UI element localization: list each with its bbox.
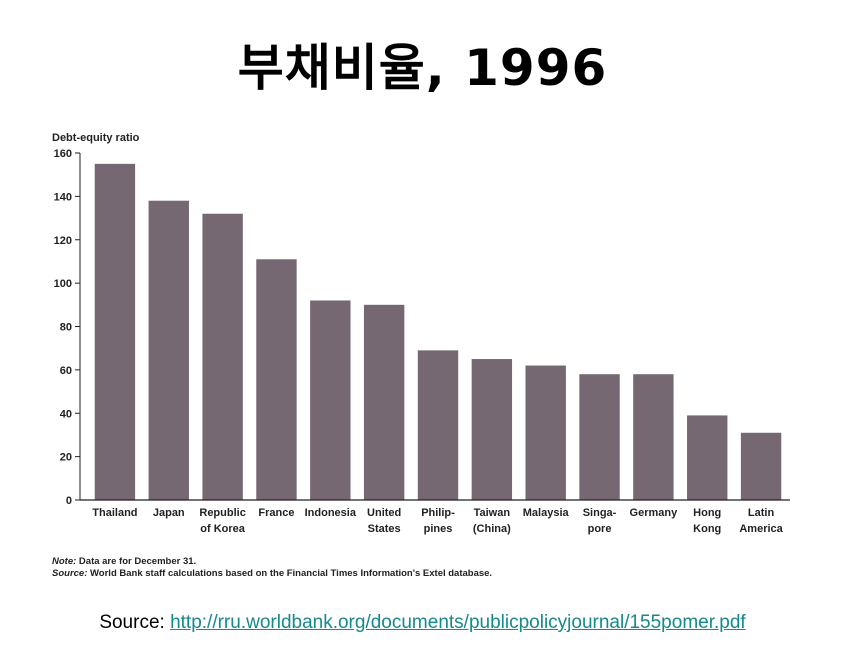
y-tick-label: 80 <box>60 322 72 334</box>
footer-source: Source: http://rru.worldbank.org/documen… <box>0 612 845 634</box>
bar <box>256 259 297 500</box>
x-tick-label: States <box>368 523 401 535</box>
note-label: Note: <box>52 556 77 567</box>
x-tick-label: pines <box>424 523 453 535</box>
source-link[interactable]: http://rru.worldbank.org/documents/publi… <box>170 612 746 633</box>
bar-chart: Debt-equity ratio 020406080100120140160 … <box>52 132 790 535</box>
x-tick-label: Malaysia <box>523 507 570 519</box>
x-tick-label: France <box>258 507 294 519</box>
bar <box>363 304 405 500</box>
x-tick-label: Philip- <box>421 507 455 519</box>
y-tick-label: 140 <box>54 191 72 203</box>
bar <box>740 432 782 500</box>
y-tick-label: 160 <box>54 148 72 160</box>
note-line: Note: Data are for December 31. <box>52 556 492 568</box>
bar <box>202 213 243 500</box>
x-tick-label: Hong <box>693 507 721 519</box>
x-axis: Thailand Japan Republic of Korea France Indon… <box>92 507 783 535</box>
x-tick-label: Germany <box>630 507 679 519</box>
footer-source-prefix: Source: <box>99 612 171 633</box>
bar <box>94 163 136 500</box>
x-tick-label: Japan <box>153 507 185 519</box>
x-tick-label: America <box>739 523 783 535</box>
bar <box>310 300 351 500</box>
bar <box>417 350 459 500</box>
y-tick-label: 60 <box>60 365 72 377</box>
y-tick-label: 20 <box>60 452 72 464</box>
x-tick-label: of Korea <box>200 523 246 535</box>
y-axis: 0 20 40 60 80 100 120 140 160 <box>54 148 80 507</box>
bar <box>633 374 674 500</box>
x-tick-label: pore <box>588 523 612 535</box>
bar <box>148 200 189 500</box>
x-tick-label: Kong <box>693 523 721 535</box>
y-tick-label: 100 <box>54 278 72 290</box>
y-axis-label: Debt-equity ratio <box>52 132 140 144</box>
y-tick-label: 120 <box>54 235 72 247</box>
slide-title: 부채비율, 1996 <box>237 39 608 97</box>
bar <box>687 415 728 500</box>
note-text: Data are for December 31. <box>76 556 197 567</box>
bar <box>471 359 513 500</box>
y-tick-label: 40 <box>60 408 72 420</box>
source-note-label: Source: <box>52 568 88 579</box>
x-tick-label: Taiwan <box>474 507 511 519</box>
source-note-text: World Bank staff calculations based on t… <box>87 568 493 579</box>
x-tick-label: Singa- <box>583 507 617 519</box>
x-tick-label: United <box>367 507 401 519</box>
bars <box>94 163 782 500</box>
bar <box>525 365 566 500</box>
y-tick-label: 0 <box>66 495 72 507</box>
chart-notes: Note: Data are for December 31. Source: … <box>52 556 492 580</box>
x-tick-label: Indonesia <box>305 507 357 519</box>
x-tick-label: Latin <box>748 507 775 519</box>
source-note-line: Source: World Bank staff calculations ba… <box>52 568 492 580</box>
x-tick-label: (China) <box>473 523 511 535</box>
bar <box>579 374 620 500</box>
x-tick-label: Thailand <box>92 507 137 519</box>
x-tick-label: Republic <box>199 507 245 519</box>
